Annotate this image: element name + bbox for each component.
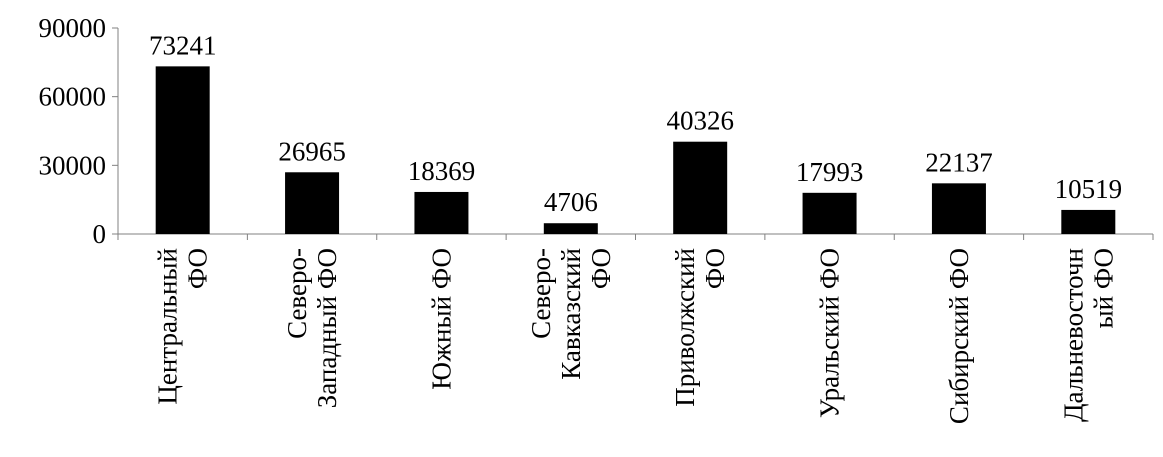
- data-label: 17993: [796, 157, 864, 187]
- y-tick-label: 0: [93, 219, 107, 249]
- data-label: 40326: [666, 106, 734, 136]
- category-label-line: Дальневосточн: [1058, 248, 1088, 422]
- y-tick-label: 30000: [39, 150, 107, 180]
- category-label-line: ФО: [700, 248, 730, 289]
- y-tick-label: 60000: [39, 82, 107, 112]
- data-label: 18369: [408, 156, 476, 186]
- bar: [1061, 209, 1116, 234]
- category-label: Северо- Кавказский ФО: [526, 248, 616, 380]
- bar: [414, 191, 469, 234]
- category-label-line: Центральный: [153, 248, 183, 405]
- category-labels-group: Центральный ФО Северо- Западный ФО Южный ФО С…: [153, 248, 1119, 424]
- data-label: 22137: [925, 147, 993, 177]
- bar: [673, 141, 728, 234]
- category-label: Сибирский ФО: [944, 248, 974, 424]
- category-label-line: Уральский ФО: [815, 248, 845, 418]
- category-label-line: ФО: [586, 248, 616, 289]
- category-label-line: ый ФО: [1088, 248, 1118, 329]
- data-label: 4706: [544, 187, 598, 217]
- data-label: 73241: [149, 30, 217, 60]
- category-label-line: Сибирский ФО: [944, 248, 974, 424]
- data-label: 26965: [278, 136, 346, 166]
- category-label-line: Западный ФО: [312, 248, 342, 408]
- data-label: 10519: [1055, 174, 1123, 204]
- y-axis: 0 30000 60000 90000: [39, 13, 119, 249]
- category-label-line: Приволжский: [670, 248, 700, 407]
- bar: [155, 66, 210, 234]
- category-label-line: Северо-: [282, 248, 312, 339]
- category-label-line: Южный ФО: [426, 248, 456, 390]
- category-label: Дальневосточн ый ФО: [1058, 248, 1118, 422]
- bar: [543, 223, 598, 234]
- bar: [931, 183, 986, 234]
- category-label: Уральский ФО: [815, 248, 845, 418]
- category-label: Южный ФО: [426, 248, 456, 390]
- data-labels-group: 73241 26965 18369 4706 40326 17993 22137 10519: [149, 30, 1122, 217]
- bar: [285, 172, 340, 234]
- category-label-line: Северо-: [526, 248, 556, 339]
- y-tick-label: 90000: [39, 13, 107, 43]
- category-label: Северо- Западный ФО: [282, 248, 342, 408]
- bar: [802, 192, 857, 234]
- bars-group: [155, 66, 1116, 234]
- category-label: Приволжский ФО: [670, 248, 730, 407]
- category-label: Центральный ФО: [153, 248, 213, 405]
- category-label-line: ФО: [183, 248, 213, 289]
- category-label-line: Кавказский: [556, 248, 586, 380]
- x-axis: [117, 233, 1154, 240]
